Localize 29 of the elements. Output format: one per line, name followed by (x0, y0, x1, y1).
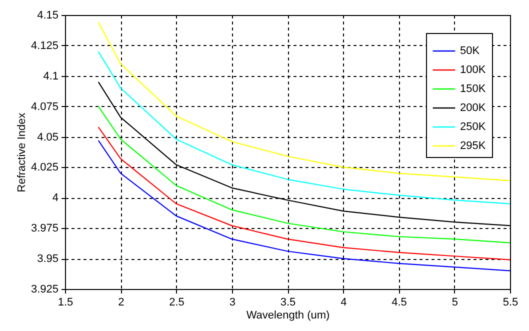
x-axis-title: Wavelength (um) (246, 310, 330, 322)
y-axis-title: Refractive Index (16, 112, 28, 192)
y-tick-label: 3.975 (30, 222, 58, 235)
x-tick-label: 3.5 (280, 296, 296, 308)
line-series (98, 22, 510, 182)
y-tick-label: 3.925 (30, 284, 58, 296)
x-tick-label: 4.5 (392, 296, 407, 308)
y-tick-label: 4.075 (30, 100, 58, 113)
legend-label: 295K (460, 140, 486, 152)
y-tick-label: 4.15 (37, 10, 58, 22)
y-tick-label: 4.1 (43, 70, 58, 82)
x-tick-label: 5.5 (502, 296, 518, 308)
legend-label: 250K (460, 121, 486, 133)
y-tick-label: 4.025 (30, 162, 58, 174)
x-tick-label: 5 (452, 296, 458, 308)
x-tick-label: 2 (118, 296, 124, 308)
legend-label: 150K (460, 83, 486, 95)
legend-label: 100K (460, 64, 486, 76)
y-tick-label: 4.125 (30, 40, 58, 52)
x-tick-label: 4 (340, 296, 347, 308)
x-tick-label: 3 (229, 296, 236, 308)
legend-label: 50K (460, 45, 480, 57)
line-series (98, 140, 510, 272)
y-tick-label: 4.05 (37, 131, 58, 144)
y-tick-label: 4 (52, 192, 58, 204)
y-tick-label: 3.95 (37, 253, 58, 266)
x-tick-label: 1.5 (58, 296, 74, 308)
legend-label: 200K (460, 102, 486, 114)
x-tick-label: 2.5 (169, 296, 184, 308)
